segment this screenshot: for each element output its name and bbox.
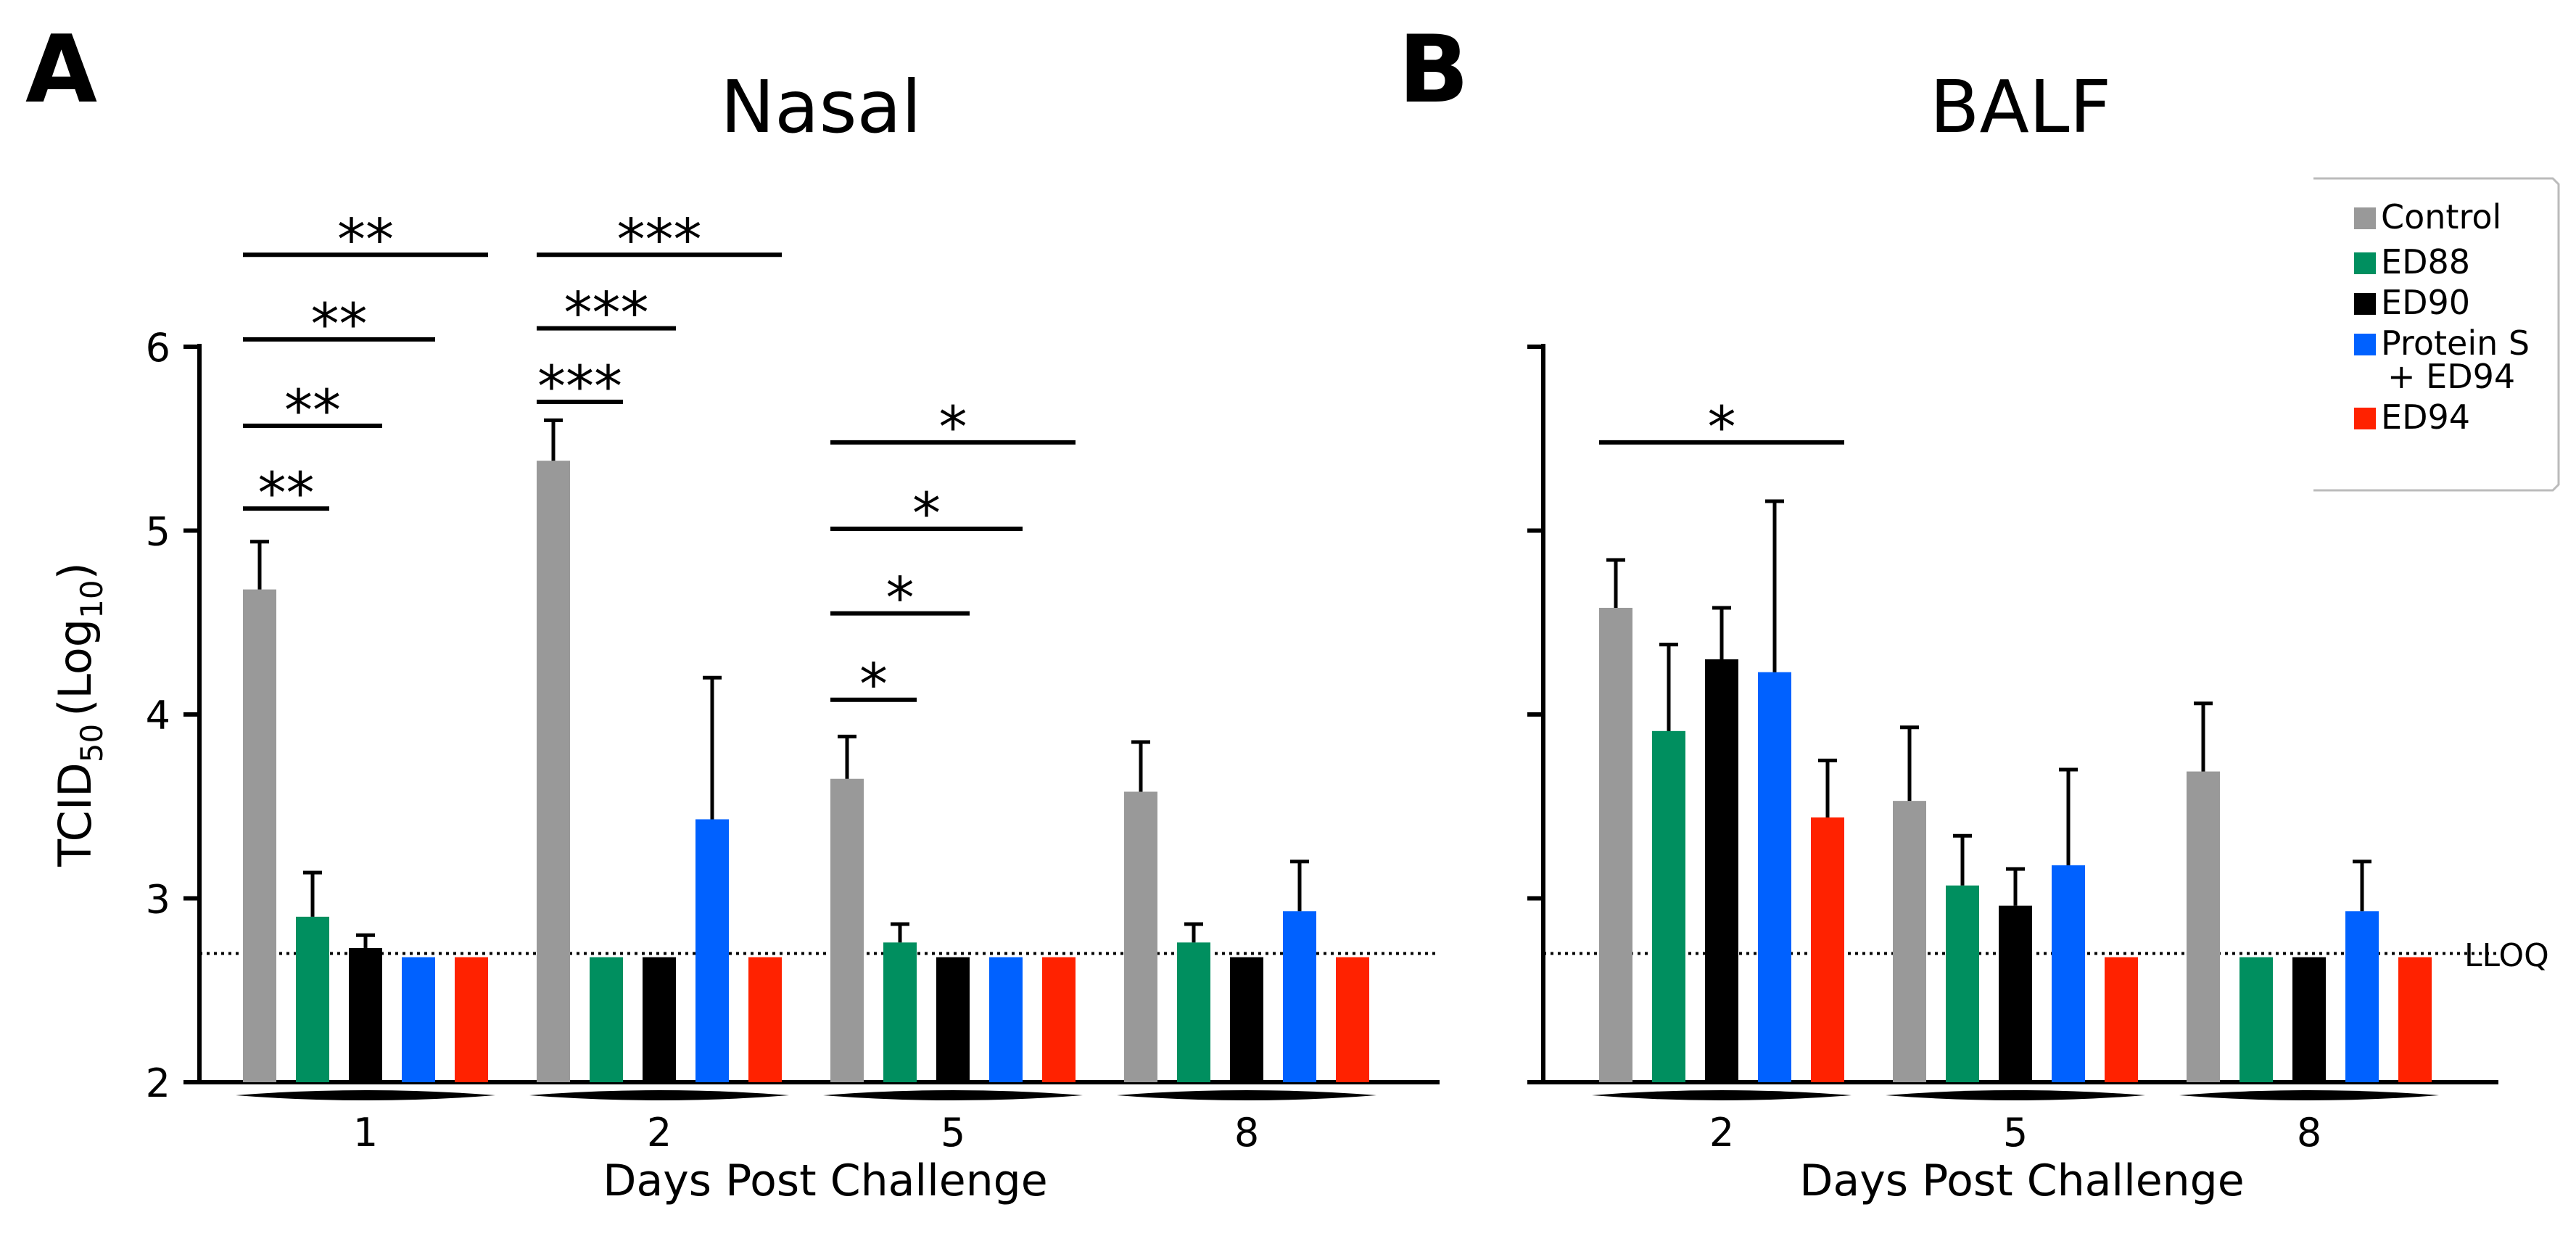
x-tick-label-day-5: 5 [941, 1110, 965, 1155]
bar-ed90-day-1 [349, 947, 382, 1082]
x-tick-label-day-2: 2 [1709, 1110, 1734, 1155]
legend-label-ed94: ED94 [2381, 397, 2470, 437]
bar-ed94-day-8 [1336, 957, 1369, 1082]
significance-label: *** [564, 281, 649, 347]
legend-frame [2313, 177, 2560, 492]
bar-control-day-5 [1893, 801, 1926, 1082]
x-tick-label-day-2: 2 [647, 1110, 672, 1155]
legend-label-protein-s-line2: + ED94 [2387, 357, 2515, 396]
bar-protein-s-ed94-day-2 [695, 819, 729, 1082]
y-tick-label: 2 [146, 1060, 170, 1106]
significance-label: * [939, 395, 967, 461]
x-tick-label-day-5: 5 [2003, 1110, 2028, 1155]
bar-ed88-day-1 [296, 916, 329, 1082]
bar-ed94-day-5 [2105, 957, 2138, 1082]
bar-ed90-day-5 [936, 957, 970, 1082]
bar-ed90-day-8 [2292, 957, 2326, 1082]
bar-protein-s-ed94-day-5 [2052, 865, 2085, 1082]
bar-ed88-day-5 [1946, 885, 1979, 1082]
bar-protein-s-ed94-day-8 [2345, 911, 2379, 1082]
lloq-label: LLOQ [2464, 937, 2549, 974]
bar-ed88-day-8 [2239, 957, 2273, 1082]
bar-ed94-day-2 [1811, 817, 1844, 1082]
category-bracket [529, 1090, 789, 1100]
significance-label: ** [311, 292, 368, 358]
bar-control-day-1 [243, 589, 276, 1082]
bar-ed88-day-2 [590, 957, 623, 1082]
bar-control-day-5 [830, 778, 864, 1082]
bar-ed90-day-5 [1999, 905, 2032, 1082]
bar-protein-s-ed94-day-8 [1283, 911, 1316, 1082]
plot-balf: 2 5 8 * [1527, 344, 2498, 1155]
significance-label: *** [537, 355, 622, 420]
legend-label-ed88: ED88 [2381, 242, 2470, 281]
bar-ed88-day-5 [883, 942, 917, 1082]
legend-swatch-ed90 [2354, 293, 2376, 315]
panel-b-title: BALF [1930, 65, 2111, 149]
x-tick-label-day-8: 8 [1234, 1110, 1259, 1155]
x-axis-label-nasal: Days Post Challenge [603, 1155, 1047, 1206]
legend-swatch-protein-s [2354, 334, 2376, 355]
panel-a-letter: A [25, 16, 97, 124]
panel-b-letter: B [1398, 16, 1469, 124]
x-axis-label-balf: Days Post Challenge [1799, 1155, 2244, 1206]
y-tick-label: 6 [146, 325, 170, 371]
bar-ed90-day-2 [1705, 659, 1738, 1082]
bar-control-day-2 [1599, 607, 1632, 1082]
x-tick-label-day-8: 8 [2297, 1110, 2321, 1155]
bar-ed90-day-2 [643, 957, 676, 1082]
y-tick-label: 3 [146, 877, 170, 923]
y-tick-label: 5 [146, 509, 170, 555]
significance-label: ** [337, 207, 394, 273]
legend-swatch-ed88 [2354, 252, 2376, 274]
y-tick-label: 4 [146, 693, 170, 738]
bar-protein-s-ed94-day-5 [989, 957, 1023, 1082]
significance-label: *** [617, 207, 702, 273]
legend: Control ED88 ED90 Protein S + ED94 ED94 [2313, 177, 2560, 492]
x-tick-label-day-1: 1 [353, 1110, 378, 1155]
bar-ed94-day-2 [748, 957, 782, 1082]
legend-swatch-control [2354, 207, 2376, 229]
legend-label-protein-s: Protein S [2381, 324, 2530, 363]
legend-swatch-ed94 [2354, 408, 2376, 429]
significance-label: * [886, 566, 915, 632]
legend-label-ed90: ED90 [2381, 283, 2470, 322]
bar-ed90-day-8 [1230, 957, 1263, 1082]
bar-control-day-2 [537, 461, 570, 1082]
bar-ed94-day-1 [455, 957, 488, 1082]
bar-ed94-day-5 [1042, 957, 1076, 1082]
significance-label: ** [284, 379, 341, 444]
bar-ed88-day-8 [1177, 942, 1210, 1082]
bar-control-day-8 [1124, 791, 1157, 1082]
category-bracket [1592, 1090, 1852, 1100]
bar-ed88-day-2 [1652, 730, 1685, 1082]
bar-ed94-day-8 [2398, 957, 2432, 1082]
significance-label: * [912, 482, 941, 547]
significance-label: * [1708, 395, 1736, 461]
bar-protein-s-ed94-day-2 [1758, 672, 1791, 1082]
legend-label-control: Control [2381, 197, 2501, 236]
significance-label: * [859, 653, 888, 718]
bar-control-day-8 [2187, 771, 2220, 1082]
panel-a-title: Nasal [720, 65, 921, 149]
category-bracket [1886, 1090, 2145, 1100]
category-bracket [1117, 1090, 1376, 1100]
bar-protein-s-ed94-day-1 [402, 957, 435, 1082]
y-axis-label: TCID50(Log10) [49, 562, 110, 868]
category-bracket [823, 1090, 1083, 1100]
category-bracket [236, 1090, 495, 1100]
significance-label: ** [258, 461, 315, 527]
category-bracket [2179, 1090, 2439, 1100]
